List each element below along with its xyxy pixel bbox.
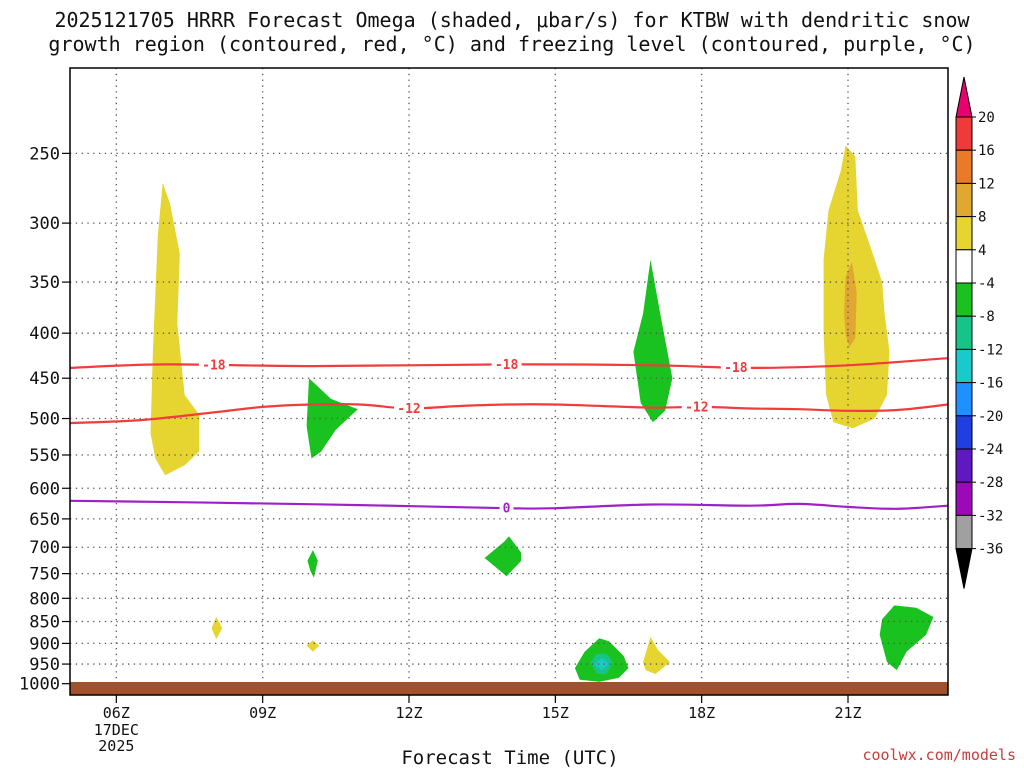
colorbar-bottom-arrow bbox=[955, 548, 973, 589]
colorbar-label-2: 12 bbox=[978, 176, 995, 192]
colorbar-label-10: -24 bbox=[978, 442, 1003, 458]
omega-shading bbox=[150, 145, 934, 682]
contour-label-0-2: -18 bbox=[724, 361, 748, 376]
omega-region-8 bbox=[307, 550, 318, 578]
colorbar-box-3 bbox=[955, 216, 973, 251]
omega-region-13 bbox=[879, 605, 934, 671]
colorbar-box-2 bbox=[955, 182, 973, 218]
colorbar-label-7: -12 bbox=[978, 342, 1003, 358]
colorbar-label-1: 16 bbox=[978, 143, 995, 159]
y-tick-label-600: 600 bbox=[29, 479, 60, 499]
colorbar-box-1 bbox=[955, 149, 973, 184]
contour-line-0 bbox=[69, 357, 949, 370]
colorbar-label-0: 20 bbox=[978, 110, 995, 126]
chart-title: 2025121705 HRRR Forecast Omega (shaded, … bbox=[0, 8, 1024, 56]
colorbar-label-9: -20 bbox=[978, 409, 1003, 425]
omega-region-0 bbox=[150, 182, 200, 476]
contour-label-bg-0-0 bbox=[198, 357, 229, 372]
contour-label-bg-0-2 bbox=[720, 360, 751, 375]
colorbar-box-11 bbox=[955, 481, 973, 516]
colorbar-label-6: -8 bbox=[978, 309, 995, 325]
y-tick-label-650: 650 bbox=[29, 510, 60, 530]
colorbar-top-arrow bbox=[955, 76, 973, 118]
contour-label-bg-1-1 bbox=[681, 399, 712, 414]
contour-label-0-1: -18 bbox=[495, 358, 519, 373]
y-tick-label-400: 400 bbox=[29, 324, 60, 344]
y-tick-label-1000: 1000 bbox=[19, 675, 60, 695]
omega-region-9 bbox=[484, 536, 522, 577]
x-axis-label: Forecast Time (UTC) bbox=[401, 747, 618, 768]
omega-region-3 bbox=[211, 617, 223, 640]
colorbar-box-8 bbox=[955, 382, 973, 417]
x-tick-label-15: 15Z bbox=[542, 704, 569, 722]
colorbar-label-12: -32 bbox=[978, 508, 1003, 524]
y-tick-label-900: 900 bbox=[29, 634, 60, 654]
y-tick-label-250: 250 bbox=[29, 144, 60, 164]
contour-label-1-1: -12 bbox=[685, 400, 708, 415]
y-tick-label-800: 800 bbox=[29, 589, 60, 609]
colorbar-label-5: -4 bbox=[978, 276, 995, 292]
colorbar-label-8: -16 bbox=[978, 376, 1003, 392]
y-axis-ticks: 2503003504004505005506006507007508008509… bbox=[19, 144, 70, 695]
colorbar-label-13: -36 bbox=[978, 542, 1003, 558]
credit-text: coolwx.com/models bbox=[862, 746, 1016, 764]
contour-label-bg-0-1 bbox=[491, 357, 522, 372]
x-tick-label-18: 18Z bbox=[688, 704, 715, 722]
y-tick-label-300: 300 bbox=[29, 214, 60, 234]
omega-region-2 bbox=[844, 261, 857, 348]
colorbar: 20 16 12 8 4 -4 -8 -12 -16 -20 -24 -28 -32 -36 bbox=[955, 76, 1003, 589]
contour-label-0-0: -18 bbox=[202, 358, 226, 373]
grid-lines bbox=[70, 68, 948, 695]
colorbar-box-9 bbox=[955, 415, 973, 450]
omega-region-12 bbox=[594, 658, 609, 671]
ground-strip bbox=[70, 682, 948, 695]
chart-title-line2: growth region (contoured, red, °C) and f… bbox=[48, 32, 976, 56]
colorbar-box-10 bbox=[955, 448, 973, 483]
x-tick-label-9: 09Z bbox=[249, 704, 276, 722]
y-tick-label-450: 450 bbox=[29, 369, 60, 389]
x-tick-label-12: 12Z bbox=[395, 704, 422, 722]
contour-label-bg-1-0 bbox=[394, 401, 425, 416]
colorbar-box-6 bbox=[955, 315, 973, 350]
omega-region-4 bbox=[306, 640, 320, 652]
colorbar-box-4 bbox=[955, 249, 973, 284]
y-tick-label-950: 950 bbox=[29, 655, 60, 675]
colorbar-label-4: 4 bbox=[978, 243, 986, 259]
y-tick-label-850: 850 bbox=[29, 613, 60, 633]
y-tick-label-550: 550 bbox=[29, 446, 60, 466]
x-tick-label-21: 21Z bbox=[834, 704, 861, 722]
colorbar-box-5 bbox=[955, 282, 973, 317]
colorbar-box-0 bbox=[955, 116, 973, 151]
colorbar-label-11: -28 bbox=[978, 475, 1003, 491]
colorbar-box-12 bbox=[955, 514, 973, 550]
y-tick-label-750: 750 bbox=[29, 565, 60, 585]
plot-frame bbox=[69, 67, 949, 696]
y-tick-label-350: 350 bbox=[29, 273, 60, 293]
contour-label-bg-2-0 bbox=[499, 501, 514, 516]
x-tick-label-6: 06Z bbox=[103, 704, 130, 722]
axes bbox=[69, 67, 949, 696]
contour-line-2 bbox=[69, 499, 949, 510]
contour-label-1-0: -12 bbox=[397, 402, 420, 417]
contour-lines: -18 -18 -18 -12 -12 0 bbox=[69, 357, 949, 517]
y-tick-label-500: 500 bbox=[29, 410, 60, 430]
omega-region-1 bbox=[823, 145, 890, 429]
y-tick-label-700: 700 bbox=[29, 538, 60, 558]
colorbar-label-3: 8 bbox=[978, 210, 986, 226]
ground-layer bbox=[70, 682, 948, 695]
contour-label-2-0: 0 bbox=[503, 502, 511, 517]
chart-title-line1: 2025121705 HRRR Forecast Omega (shaded, … bbox=[54, 8, 970, 32]
omega-region-5 bbox=[643, 637, 670, 674]
x-tick-sublabel-6-0: 17DEC bbox=[94, 721, 139, 739]
omega-region-7 bbox=[633, 259, 673, 423]
contour-line-1 bbox=[69, 402, 949, 425]
colorbar-box-7 bbox=[955, 348, 973, 384]
x-tick-sublabel-6-1: 2025 bbox=[98, 737, 134, 755]
